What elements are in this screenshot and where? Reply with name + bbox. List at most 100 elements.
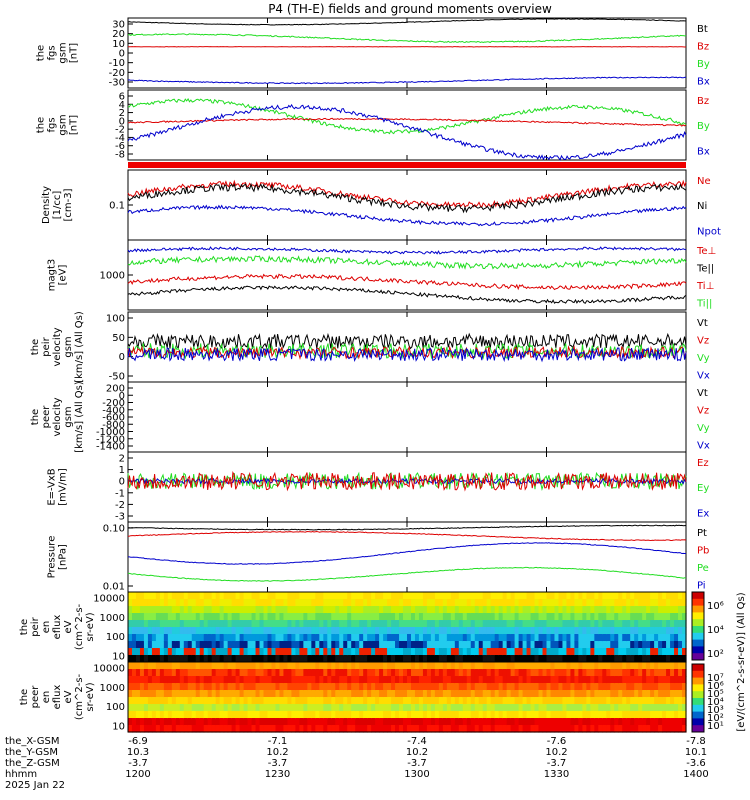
y-axis-label: gsm — [58, 42, 69, 63]
panel-density: Density [1/cc] [cm-3] 0.1 Ne Ni Npot — [41, 169, 721, 241]
ion-colorbar-swatch — [692, 626, 704, 634]
footer-time-value: 1300 — [404, 769, 429, 780]
y-tick-label: 2 — [119, 108, 125, 119]
legend-entry: Ti⊥ — [696, 281, 714, 292]
electron-spectrogram — [128, 662, 687, 733]
y-tick-label: 0 — [119, 391, 125, 402]
y-axis-label: the — [30, 409, 41, 425]
y-tick-label: 6 — [119, 92, 125, 103]
ion-colorbar-label: 10² — [707, 649, 724, 660]
bx-series-line — [127, 103, 687, 161]
y-tick-label: 0 — [119, 116, 125, 127]
y-tick-label: -4 — [115, 133, 125, 144]
y-axis-label: magt3 — [47, 259, 58, 292]
footer-y-value: 10.2 — [406, 747, 428, 758]
y-tick-label: 0 — [119, 352, 125, 363]
footer-row-label: hhmm — [5, 769, 37, 780]
status-bar — [128, 162, 686, 168]
footer-z-value: -3.7 — [268, 758, 288, 769]
footer-y-value: 10.1 — [685, 747, 707, 758]
y-axis-label: peir — [30, 616, 41, 636]
y-tick-label: 100 — [106, 632, 125, 643]
y-tick-label: -6 — [115, 141, 125, 152]
vx-series-line — [127, 346, 687, 363]
electron-colorbar-swatch — [692, 718, 704, 726]
panels-group: the fgs gsm [nT]3020100-10-20-30BtBzByBxthe… — [19, 17, 721, 733]
y-tick-label: 50 — [112, 333, 125, 344]
legend-entry: Ez — [697, 458, 709, 469]
ion-colorbar-swatch — [692, 612, 704, 620]
y-axis-label: [1/cc] — [52, 191, 63, 220]
y-axis-label: velocity — [52, 327, 63, 366]
y-tick-label: 2 — [119, 454, 125, 465]
legend-entry: Ni — [697, 201, 707, 212]
pi-series-line — [128, 542, 686, 565]
te-par-series-line — [127, 285, 687, 304]
ion-colorbar-label: 10⁶ — [707, 601, 724, 612]
y-tick-label: 20 — [112, 29, 125, 40]
y-tick-label: 10 — [112, 39, 125, 50]
vy-series-line — [127, 341, 687, 360]
y-axis-label: [nPa] — [58, 544, 69, 570]
y-tick-label: -600 — [102, 413, 125, 424]
y-axis-label: gsm — [63, 406, 74, 427]
y-axis-label: eflux — [52, 685, 63, 710]
y-axis-label: gsm — [63, 336, 74, 357]
footer-row-label: the_Z-GSM — [5, 758, 60, 769]
by-series-line — [127, 98, 687, 135]
pe-series-line — [127, 566, 687, 582]
y-tick-label: 100 — [106, 314, 125, 325]
electron-colorbar-frame — [691, 663, 705, 733]
bx-series-line — [127, 76, 687, 85]
legend-entry: Vx — [697, 371, 710, 382]
panel-ion_spec: the peir en eflux eV (cm^2-s-sr-eV) 10000 1000 1… — [19, 591, 687, 663]
footer-x-value: -6.9 — [128, 736, 148, 747]
legend-entry: Ex — [697, 508, 709, 519]
y-tick-label: -800 — [102, 420, 125, 431]
y-tick-label: 200 — [106, 384, 125, 395]
y-tick-label: -8 — [115, 150, 125, 161]
electron-colorbar-swatch — [692, 704, 704, 713]
electron-colorbar-label: 10² — [707, 713, 724, 724]
y-tick-label: -20 — [109, 68, 125, 79]
footer-y-value: 10.2 — [545, 747, 567, 758]
ne-series-line — [127, 179, 687, 208]
footer-y-value: 10.3 — [127, 747, 149, 758]
footer-row-label: the_X-GSM — [5, 736, 59, 747]
footer-x-value: -7.8 — [686, 736, 706, 747]
y-axis-label: E=-VxB — [47, 468, 58, 505]
panel-vel2: the peer velocity gsm [km/s] (All Qs) 2000-20… — [30, 381, 710, 453]
y-tick-label: 10 — [112, 722, 125, 733]
legend-entry: Npot — [697, 226, 721, 237]
ez-series-line — [127, 471, 687, 492]
footer-x-value: -7.6 — [547, 736, 567, 747]
y-axis-label: [eV] — [58, 265, 69, 286]
ion-colorbar-swatch — [692, 619, 704, 627]
y-axis-label: [cm-3] — [63, 188, 74, 221]
electron-colorbar-swatch — [692, 670, 704, 679]
legend-entry: Bz — [697, 42, 709, 53]
y-axis-label: sr-eV) — [85, 612, 96, 641]
y-axis-label: the — [36, 117, 47, 133]
ion-spectrogram — [128, 592, 687, 663]
y-axis-label: gsm — [58, 114, 69, 135]
y-tick-label: 30 — [112, 20, 125, 31]
legend-entry: Bx — [697, 146, 710, 157]
y-tick-label: -3 — [115, 512, 125, 523]
y-axis-label: (cm^2-s- — [74, 603, 85, 650]
y-tick-label: 10000 — [93, 594, 125, 605]
ey-series-line — [127, 471, 687, 492]
legend-entry: Bt — [697, 24, 708, 35]
ion-colorbar-swatch — [692, 598, 704, 607]
panel-vel1: the peir velocity gsm [km/s] (All Qs) 100 50 0 -… — [30, 311, 710, 383]
footer-time-value: 1330 — [544, 769, 569, 780]
ti-perp-series-line — [127, 273, 687, 291]
legend-entry: Ti|| — [696, 299, 712, 310]
y-tick-label: -2 — [115, 500, 125, 511]
footer-z-value: -3.7 — [547, 758, 567, 769]
y-tick-label: -1000 — [96, 427, 125, 438]
legend-entry: Te|| — [696, 264, 714, 275]
panel-temp: magt3 [eV] 1000 Te⊥ Te|| Ti⊥ Ti|| — [47, 239, 716, 311]
legend-entry: Vx — [697, 441, 710, 452]
